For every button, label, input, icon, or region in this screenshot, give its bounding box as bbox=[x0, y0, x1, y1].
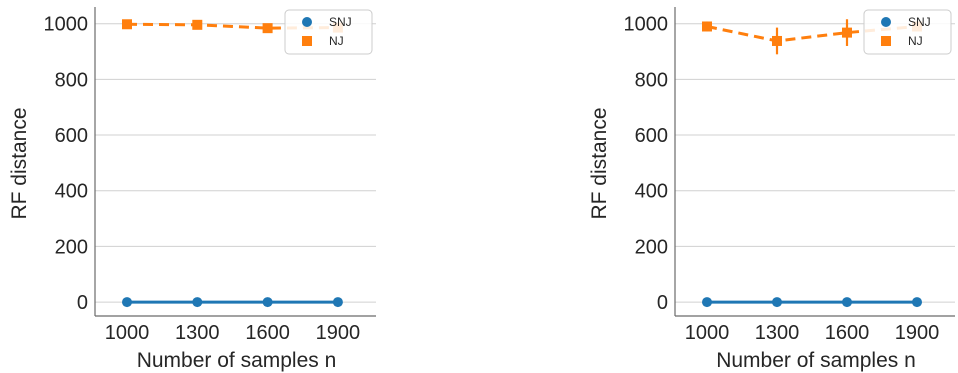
series-snj-point bbox=[332, 297, 343, 308]
series-snj-point bbox=[842, 297, 852, 308]
legend-marker-nj bbox=[881, 36, 891, 46]
chart-panel-left: 0 200 400 600 800 1000 1000 1300 1600 1900 Number … bbox=[8, 7, 376, 372]
y-tick-label: 400 bbox=[55, 181, 88, 203]
y-tick-label: 400 bbox=[635, 181, 668, 203]
series-snj-point bbox=[912, 297, 922, 308]
series-snj-point bbox=[772, 297, 782, 308]
legend-label-snj: SNJ bbox=[908, 15, 931, 29]
y-tick-label: 600 bbox=[55, 125, 88, 147]
y-tick-label: 200 bbox=[55, 236, 88, 258]
y-tick-label: 800 bbox=[635, 69, 668, 91]
x-tick-label: 1000 bbox=[685, 322, 730, 344]
y-axis-title: RF distance bbox=[588, 107, 611, 219]
x-axis-title: Number of samples n bbox=[137, 349, 337, 372]
y-tick-label: 1000 bbox=[44, 14, 89, 36]
y-tick-label: 800 bbox=[55, 69, 88, 91]
y-tick-label: 0 bbox=[657, 292, 668, 314]
y-tick-label: 0 bbox=[77, 292, 88, 314]
y-tick-label: 600 bbox=[635, 125, 668, 147]
legend-label-snj: SNJ bbox=[329, 15, 352, 29]
legend-marker-snj bbox=[302, 17, 312, 27]
series-snj-point bbox=[192, 297, 203, 308]
series-snj-point bbox=[702, 297, 712, 308]
series-nj-point bbox=[192, 19, 203, 30]
y-tick-label: 200 bbox=[635, 236, 668, 258]
x-tick-label: 1300 bbox=[755, 322, 800, 344]
x-tick-label: 1600 bbox=[825, 322, 870, 344]
legend: SNJ NJ bbox=[284, 9, 373, 55]
legend-marker-nj bbox=[302, 36, 312, 46]
series-nj-point bbox=[842, 27, 852, 38]
chart-panel-right: 0 200 400 600 800 1000 1000 1300 1600 1900 Number … bbox=[588, 7, 955, 372]
legend-label-nj: NJ bbox=[329, 34, 344, 48]
x-axis-title: Number of samples n bbox=[716, 349, 916, 372]
series-nj-point bbox=[702, 21, 712, 32]
legend: SNJ NJ bbox=[863, 9, 952, 55]
series-snj-point bbox=[262, 297, 273, 308]
x-tick-label: 1300 bbox=[175, 322, 220, 344]
y-tick-label: 1000 bbox=[624, 14, 669, 36]
x-tick-label: 1600 bbox=[245, 322, 290, 344]
legend-label-nj: NJ bbox=[908, 34, 923, 48]
x-tick-label: 1900 bbox=[895, 322, 940, 344]
series-nj-point bbox=[262, 23, 273, 34]
series-nj-point bbox=[772, 35, 782, 46]
series-nj-line bbox=[126, 22, 338, 30]
y-axis-title: RF distance bbox=[8, 107, 31, 219]
series-nj-point bbox=[122, 19, 132, 30]
x-tick-label: 1000 bbox=[105, 322, 150, 344]
legend-marker-snj bbox=[881, 17, 891, 27]
x-tick-label: 1900 bbox=[316, 322, 361, 344]
series-snj-point bbox=[122, 297, 132, 308]
